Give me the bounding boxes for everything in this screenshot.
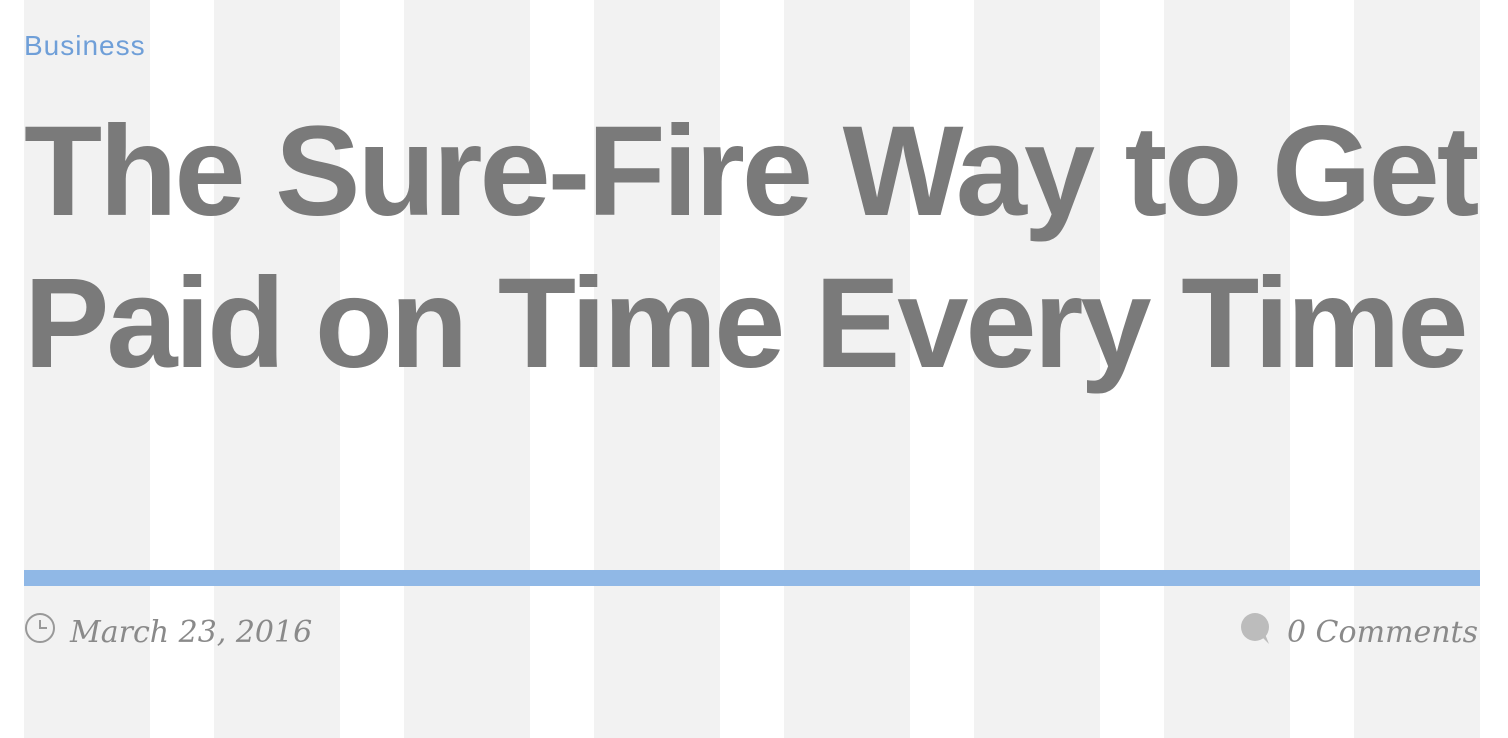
post-date: March 23, 2016: [24, 612, 312, 652]
clock-icon: [24, 612, 56, 652]
speech-bubble-icon: [1239, 612, 1273, 652]
post-category-link[interactable]: Business: [24, 30, 146, 61]
title-divider: [24, 570, 1480, 586]
post-date-text: March 23, 2016: [70, 614, 313, 650]
post-title: The Sure-Fire Way to Get Paid on Time Ev…: [24, 100, 1479, 395]
post-comments[interactable]: 0 Comments: [1239, 612, 1478, 652]
comments-link[interactable]: 0 Comments: [1286, 614, 1478, 650]
